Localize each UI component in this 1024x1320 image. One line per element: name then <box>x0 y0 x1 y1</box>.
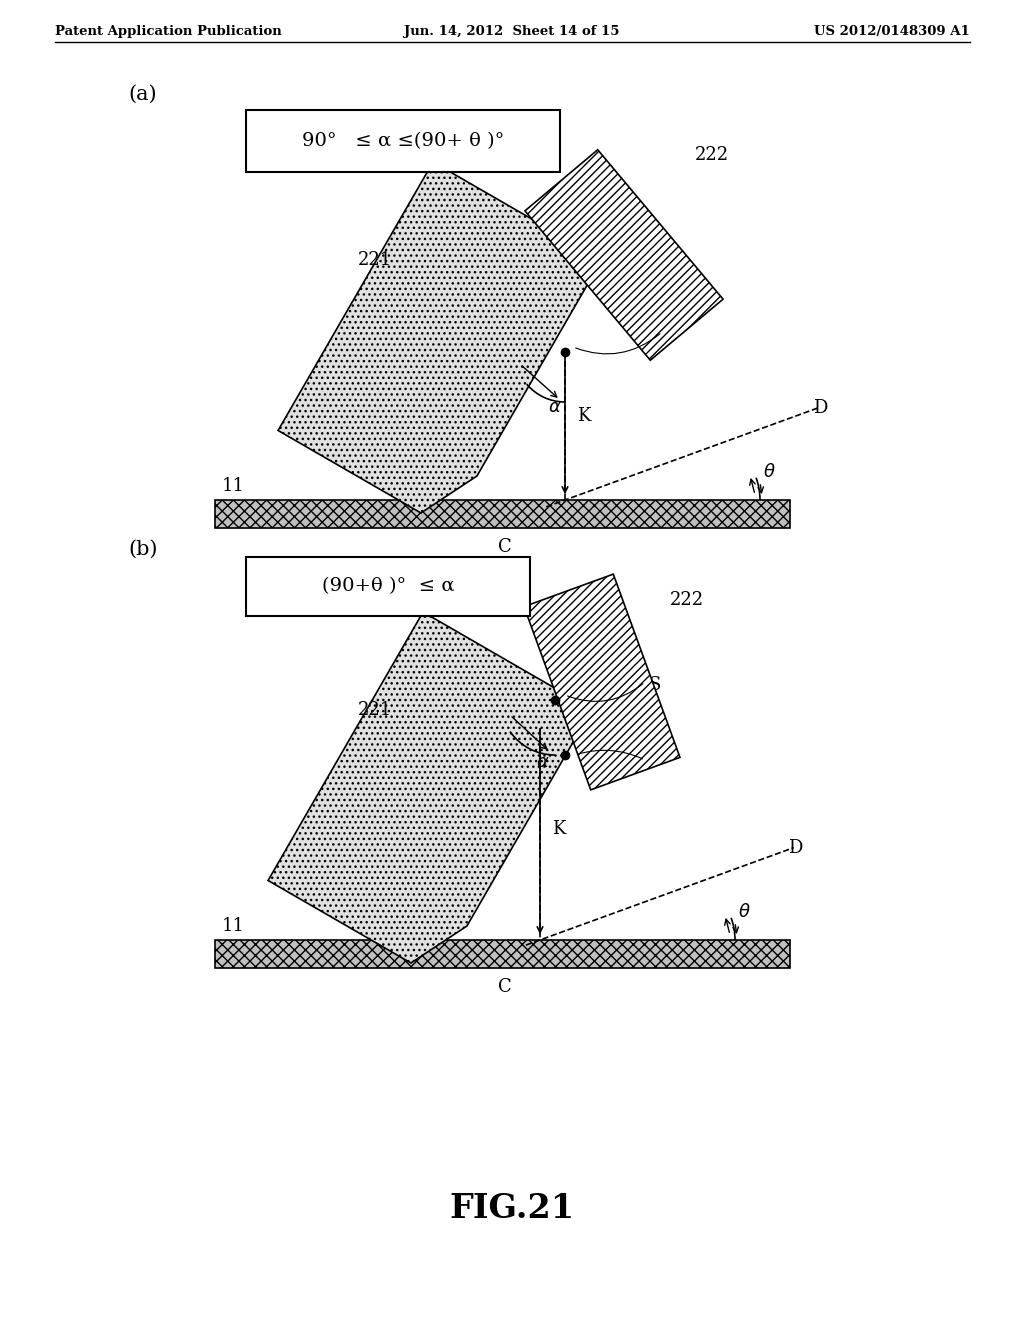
Text: C: C <box>498 978 512 997</box>
Bar <box>524 574 680 789</box>
Text: 11: 11 <box>222 917 245 935</box>
Text: 221: 221 <box>358 701 392 719</box>
Text: 221: 221 <box>358 251 392 269</box>
Text: US 2012/0148309 A1: US 2012/0148309 A1 <box>814 25 970 38</box>
Text: K: K <box>577 407 591 425</box>
Bar <box>525 149 723 360</box>
Text: FIG.21: FIG.21 <box>450 1192 574 1225</box>
Text: (a): (a) <box>128 84 157 104</box>
Text: D: D <box>813 399 827 417</box>
Text: 222: 222 <box>695 147 729 164</box>
Text: $\alpha$: $\alpha$ <box>537 752 550 771</box>
Polygon shape <box>215 940 790 968</box>
Text: U: U <box>648 751 664 770</box>
Text: D: D <box>787 838 802 857</box>
Polygon shape <box>279 162 602 513</box>
FancyBboxPatch shape <box>246 110 560 172</box>
Text: S: S <box>665 323 677 341</box>
Text: 222: 222 <box>670 591 705 609</box>
Text: 11: 11 <box>222 477 245 495</box>
Text: K: K <box>552 820 565 838</box>
Text: $\alpha$: $\alpha$ <box>548 399 562 416</box>
Text: (b): (b) <box>128 540 158 558</box>
FancyBboxPatch shape <box>246 557 530 616</box>
Text: $\theta$: $\theta$ <box>763 463 775 480</box>
Text: Patent Application Publication: Patent Application Publication <box>55 25 282 38</box>
Polygon shape <box>215 500 790 528</box>
Text: Jun. 14, 2012  Sheet 14 of 15: Jun. 14, 2012 Sheet 14 of 15 <box>404 25 620 38</box>
Text: 90°   ≤ α ≤(90+ θ )°: 90° ≤ α ≤(90+ θ )° <box>302 132 504 150</box>
Polygon shape <box>268 612 592 964</box>
Text: S: S <box>648 676 660 694</box>
Text: $\theta$: $\theta$ <box>738 903 751 921</box>
Text: (90+θ )°  ≤ α: (90+θ )° ≤ α <box>322 578 455 595</box>
Text: C: C <box>498 539 512 556</box>
